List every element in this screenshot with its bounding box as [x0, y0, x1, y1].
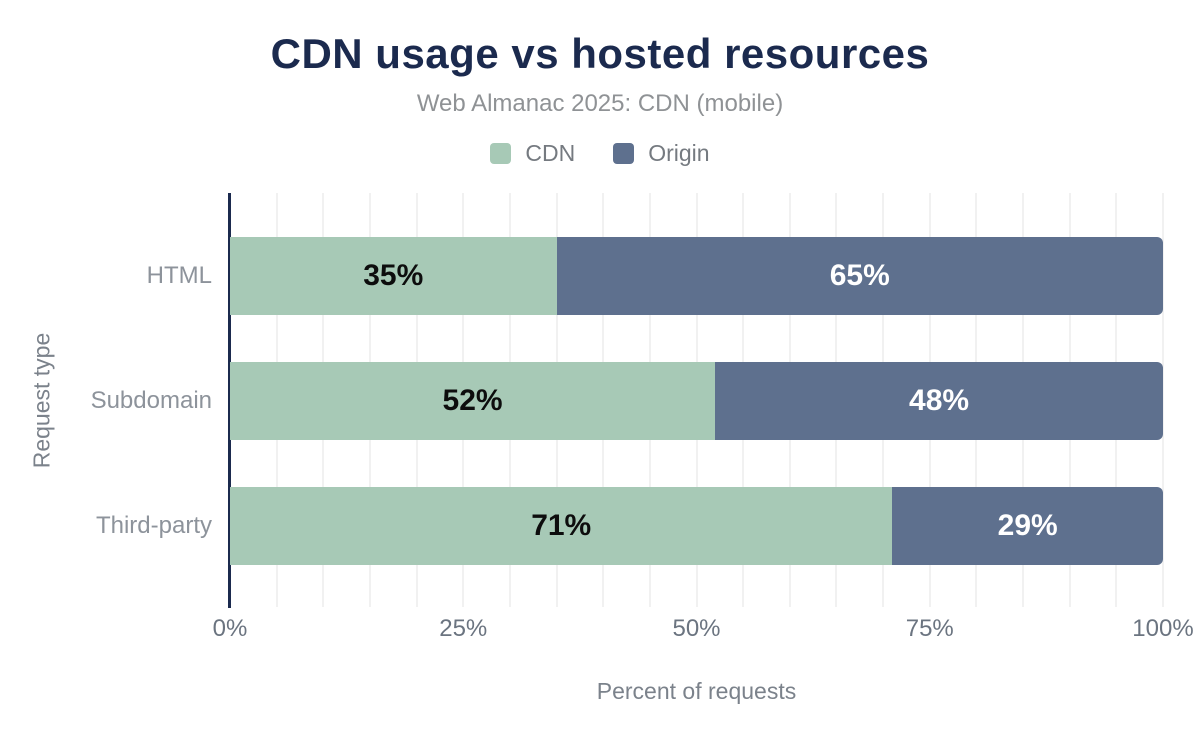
legend-label-origin: Origin	[648, 140, 710, 166]
category-label-html: HTML	[146, 262, 212, 289]
bar-row-third-party: 71% 29%	[230, 487, 1163, 565]
bar-segment-subdomain-origin: 48%	[715, 362, 1163, 440]
plot-area: 35% 65% 52% 48% 71% 29%	[228, 193, 1164, 608]
legend-label-cdn: CDN	[525, 140, 576, 166]
y-axis-line	[228, 193, 231, 608]
x-axis-title: Percent of requests	[596, 678, 797, 704]
bar-segment-html-cdn: 35%	[230, 237, 557, 315]
bar-segment-third-party-origin: 29%	[892, 487, 1163, 565]
legend: CDN Origin	[0, 140, 1200, 167]
bar-segment-third-party-cdn: 71%	[230, 487, 893, 565]
chart-subtitle: Web Almanac 2025: CDN (mobile)	[416, 90, 784, 117]
x-tick-75: 75%	[905, 615, 954, 642]
bar-row-subdomain: 52% 48%	[230, 362, 1163, 440]
cdn-swatch-icon	[490, 143, 512, 164]
origin-swatch-icon	[613, 143, 635, 164]
legend-item-cdn: CDN	[490, 140, 575, 167]
category-label-subdomain: Subdomain	[90, 387, 212, 414]
legend-item-origin: Origin	[613, 140, 710, 167]
bar-row-html: 35% 65%	[230, 237, 1163, 315]
category-label-third-party: Third-party	[95, 512, 212, 539]
x-tick-0: 0%	[212, 615, 248, 642]
bar-segment-subdomain-cdn: 52%	[230, 362, 716, 440]
x-tick-25: 25%	[439, 615, 488, 642]
chart-title: CDN usage vs hosted resources	[270, 30, 930, 77]
gridline	[1162, 193, 1164, 607]
bar-segment-html-origin: 65%	[556, 237, 1163, 315]
x-tick-50: 50%	[672, 615, 721, 642]
x-tick-100: 100%	[1132, 615, 1194, 642]
x-axis-ticks: 0% 25% 50% 75% 100%	[213, 615, 1194, 645]
